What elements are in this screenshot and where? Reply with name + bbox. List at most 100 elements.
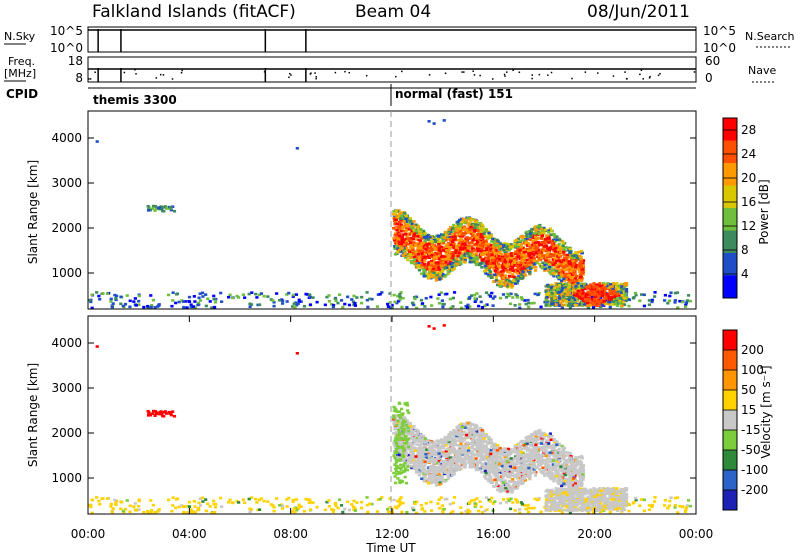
power-cell (509, 275, 513, 278)
power-cell (439, 233, 444, 236)
power-cell (508, 282, 512, 286)
power-cell (429, 255, 433, 258)
velocity-cell (266, 500, 270, 503)
power-cell (623, 293, 627, 296)
velocity-cell (281, 504, 285, 508)
power-cell (483, 304, 487, 308)
velocity-cell (137, 499, 141, 503)
power-cell (396, 216, 400, 220)
power-cell (400, 227, 404, 230)
power-cell (508, 245, 512, 249)
velocity-cell (376, 498, 380, 501)
power-cell (580, 282, 584, 286)
velocity-cell (153, 414, 157, 417)
velocity-cell (388, 506, 392, 509)
power-cell (557, 262, 561, 266)
velocity-cell (483, 509, 487, 513)
power-cell (185, 306, 189, 309)
velocity-cell (526, 446, 531, 450)
power-cell (603, 283, 607, 287)
velocity-cell (151, 409, 156, 413)
power-cell (585, 301, 590, 305)
power-cell (477, 304, 481, 308)
velocity-cell (187, 505, 192, 509)
power-cell (400, 246, 404, 249)
power-cell (169, 206, 173, 209)
power-cell (667, 299, 671, 303)
power-cell (563, 290, 567, 293)
velocity-cell (436, 502, 440, 505)
power-cell (414, 250, 418, 253)
power-cell (426, 272, 430, 276)
power-cell (532, 226, 537, 230)
power-cell (404, 242, 409, 245)
power-cell (611, 289, 615, 293)
nave-point (584, 71, 587, 73)
power-cell (609, 300, 614, 304)
power-cell (210, 306, 214, 310)
power-cell (604, 299, 609, 302)
power-cell (429, 261, 433, 265)
power-cell (522, 267, 526, 271)
power-cell (554, 282, 558, 285)
power-cell (394, 218, 398, 222)
power-cell (446, 257, 451, 261)
velocity-cell (424, 501, 428, 505)
power-cell (536, 293, 540, 296)
power-cell (568, 251, 572, 255)
power-cell (397, 248, 401, 252)
velocity-cell (338, 498, 342, 501)
power-cell (624, 299, 628, 303)
power-cell (508, 260, 512, 263)
power-cell (266, 295, 270, 298)
power-cell (212, 294, 216, 298)
velocity-cell (398, 500, 402, 504)
power-cell (496, 264, 500, 268)
power-cell (396, 237, 400, 241)
power-cell (580, 276, 584, 280)
power-cell (430, 259, 434, 263)
power-cell (257, 303, 262, 306)
velocity-cell (250, 496, 254, 499)
power-cell (528, 263, 532, 267)
nave-point (504, 75, 506, 77)
power-cell (545, 254, 549, 257)
power-cell (422, 252, 426, 256)
power-cell (518, 303, 522, 306)
power-cell (557, 276, 561, 279)
power-cell (406, 237, 411, 240)
velocity-cell (537, 467, 542, 471)
power-cell (482, 253, 486, 256)
power-cell (393, 300, 397, 304)
power-cell (440, 239, 444, 243)
power-cell (483, 230, 488, 233)
power-cell (174, 301, 178, 305)
power-cell (509, 292, 513, 296)
power-cell (560, 288, 564, 292)
power-cell (432, 122, 436, 125)
power-cell (467, 246, 471, 250)
power-cell (537, 262, 542, 266)
chart-title: Falkland Islands (fitACF) (92, 2, 296, 22)
power-cell (526, 298, 530, 302)
power-cell (549, 294, 553, 297)
velocity-cell (474, 503, 478, 507)
velocity-cell (346, 500, 350, 504)
power-cell (255, 296, 259, 299)
cpid-segment-2: normal (fast) 151 (395, 87, 513, 101)
power-cell (475, 257, 480, 261)
power-cell (259, 292, 263, 295)
power-cell (489, 250, 493, 253)
power-cell (519, 254, 523, 257)
power-cell (331, 305, 335, 309)
power-cell (551, 263, 555, 267)
power-colorbar-frame (722, 117, 738, 299)
power-cell (608, 305, 612, 309)
velocity-cell (148, 413, 153, 417)
power-cell (426, 246, 430, 250)
power-cell (491, 297, 495, 300)
power-cell (423, 239, 427, 243)
velocity-cell (119, 507, 123, 511)
power-cell (393, 247, 397, 250)
power-cell (533, 241, 538, 244)
